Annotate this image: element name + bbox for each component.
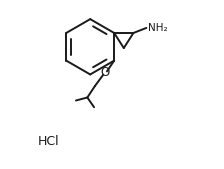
Text: O: O bbox=[100, 66, 110, 79]
Text: HCl: HCl bbox=[37, 135, 59, 148]
Text: NH₂: NH₂ bbox=[148, 23, 167, 33]
